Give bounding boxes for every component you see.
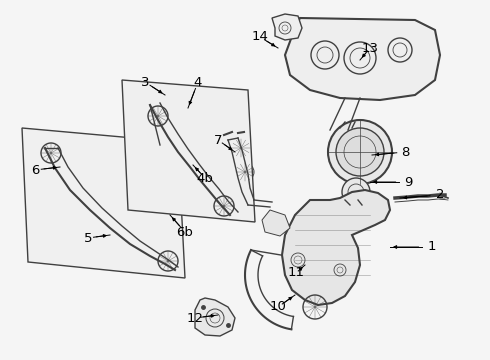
Polygon shape [195, 298, 235, 336]
Circle shape [328, 120, 392, 184]
Text: 4: 4 [194, 76, 202, 89]
Text: 13: 13 [362, 41, 378, 54]
Text: 5: 5 [84, 231, 92, 244]
Polygon shape [262, 210, 290, 236]
Polygon shape [282, 190, 390, 305]
Text: 4b: 4b [196, 171, 214, 184]
Circle shape [336, 128, 384, 176]
Text: 6: 6 [31, 163, 39, 176]
Text: 12: 12 [187, 311, 203, 324]
Text: 11: 11 [288, 266, 304, 279]
Polygon shape [122, 80, 255, 222]
Text: 10: 10 [270, 301, 287, 314]
Polygon shape [272, 14, 302, 40]
Text: 8: 8 [401, 145, 409, 158]
Polygon shape [285, 18, 440, 100]
Text: 14: 14 [251, 31, 269, 44]
Text: 3: 3 [141, 76, 149, 89]
Text: 9: 9 [404, 175, 412, 189]
Text: 7: 7 [214, 134, 222, 147]
Text: 2: 2 [436, 189, 444, 202]
Text: 6b: 6b [176, 225, 194, 238]
Circle shape [342, 178, 370, 206]
Polygon shape [22, 128, 185, 278]
Text: 1: 1 [428, 240, 436, 253]
